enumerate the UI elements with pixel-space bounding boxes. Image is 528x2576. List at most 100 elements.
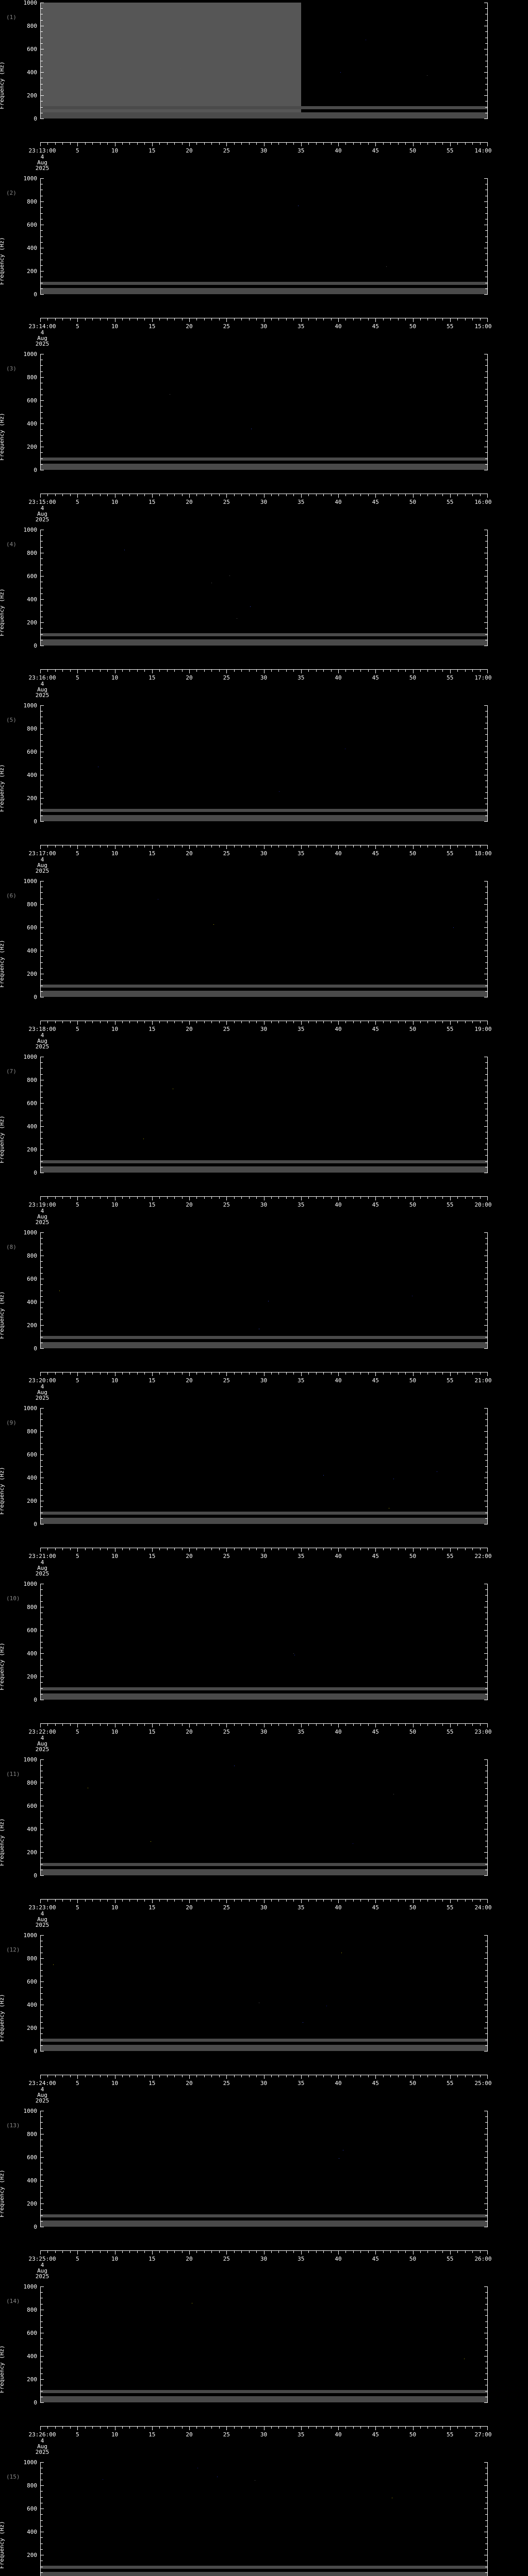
x-tick-major [226,1372,227,1376]
x-tick-label: 55 [447,850,454,857]
y-tick-label: 0 [34,291,37,298]
spectrogram-panel: 1000 800 600 400 200 0 Frequency (Hz) (2) 5 10 15 2… [0,176,528,351]
y-tick-minor [41,2391,43,2392]
x-tick-major [375,2251,376,2255]
x-tick-minor [70,845,71,848]
x-tick-major [77,1197,78,1200]
y-tick-minor [41,1155,43,1156]
y-tick-label: 600 [27,1276,37,1282]
x-tick-major [301,1724,302,1727]
x-tick-minor [383,845,384,848]
y-tick-minor [485,933,487,934]
x-tick-minor [62,2251,63,2253]
x-tick-minor [129,318,130,320]
x-tick-major [226,670,227,673]
x-tick-minor [427,1548,428,1550]
x-tick-minor [427,1900,428,1902]
x-tick-minor [219,670,220,672]
x-tick-minor [360,1900,361,1902]
x-tick-minor [480,1372,481,1375]
x-tick-major [338,1197,339,1200]
x-tick-label: 35 [298,1201,305,1208]
y-tick-minor [41,2010,43,2011]
x-tick-label: 35 [298,850,305,857]
x-tick-minor [278,1021,279,1023]
x-tick-minor [129,845,130,848]
y-tick-label: 200 [27,2552,37,2558]
x-tick-minor [122,494,123,496]
x-tick-minor [129,2075,130,2077]
x-tick-label: 45 [372,1377,379,1384]
x-tick-minor [435,845,436,848]
x-tick-label: 45 [372,2256,379,2262]
y-tick-minor [41,2549,43,2550]
x-tick-minor [271,1372,272,1375]
y-tick-minor [485,547,487,548]
x-tick-label: 15 [148,2431,156,2438]
x-tick-minor [278,1900,279,1902]
x-tick-minor [144,1548,145,1550]
x-tick-major [413,494,414,498]
date-stamp-line: 4 [40,856,44,863]
x-tick-minor [383,670,384,672]
y-tick-minor [485,2221,487,2222]
y-tick-major [484,1103,487,1104]
low-frequency-band [40,642,487,646]
x-tick-minor [70,1900,71,1902]
x-tick-major [413,1900,414,1903]
y-tick-major [484,1408,487,1409]
x-tick-label: 20 [186,674,193,681]
x-tick-minor [360,2075,361,2077]
y-tick-minor [41,2537,43,2538]
x-tick-label: 5 [75,147,79,154]
x-tick-minor [442,1021,443,1023]
x-tick-minor [241,1900,242,1902]
y-tick-label: 600 [27,46,37,53]
x-tick-major [226,2075,227,2079]
x-tick-minor [55,670,56,672]
x-tick-minor [383,494,384,496]
x-tick-minor [70,1021,71,1023]
x-end-time-label: 18:00 [474,850,492,857]
x-tick-major [487,1021,488,1025]
y-tick-label: 1000 [23,878,38,885]
x-tick-minor [241,494,242,496]
x-tick-major [115,845,116,849]
x-tick-major [115,1372,116,1376]
x-tick-minor [368,2075,369,2077]
y-tick-label: 600 [27,749,37,755]
x-tick-major [450,1724,451,1727]
x-tick-minor [480,1900,481,1902]
plot-area [40,3,487,118]
y-tick-label: 200 [27,1673,37,1680]
y-tick-minor [41,1267,43,1268]
x-tick-minor [122,2075,123,2077]
x-tick-minor [70,1372,71,1375]
x-tick-label: 10 [111,674,119,681]
x-tick-minor [278,2427,279,2429]
x-tick-minor [316,143,317,145]
y-tick-minor [41,1097,43,1098]
x-tick-label: 55 [447,1026,454,1032]
x-tick-minor [435,2075,436,2077]
x-tick-major [301,143,302,146]
y-tick-major [41,1454,44,1455]
y-tick-minor [485,1460,487,1461]
x-tick-minor [92,2427,93,2429]
x-tick-minor [62,2075,63,2077]
x-tick-minor [353,845,354,848]
x-tick-major [413,143,414,146]
x-tick-major [338,845,339,849]
y-tick-minor [41,1443,43,1444]
low-frequency-band [40,1863,487,1866]
y-tick-major [484,2462,487,2463]
x-tick-minor [196,1724,197,1726]
x-tick-minor [241,845,242,848]
x-tick-label: 45 [372,2080,379,2087]
x-tick-minor [129,1372,130,1375]
date-stamp: 4 Aug 2025 [19,2262,65,2279]
x-tick-minor [137,2075,138,2077]
x-tick-minor [107,1900,108,1902]
y-tick-label: 200 [27,1849,37,1856]
low-frequency-band [40,1160,487,1163]
